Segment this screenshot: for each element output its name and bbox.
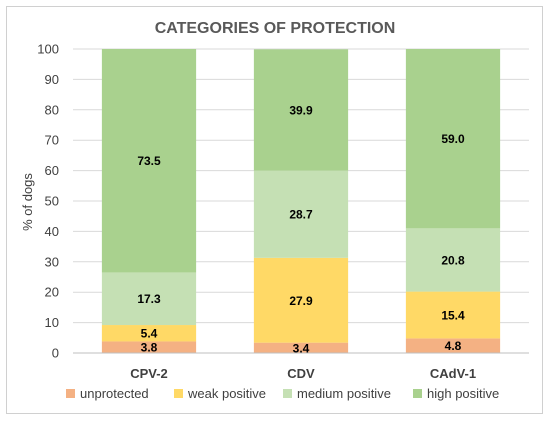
legend-swatch [283,389,292,398]
legend-swatch [66,389,75,398]
bar-segment [101,272,197,326]
bar-segment [405,338,501,353]
bars [101,49,501,353]
bar-segment [101,325,197,342]
data-label: 20.8 [441,253,465,267]
legend: unprotected weak positive medium positive h… [66,386,499,401]
legend-swatch [413,389,422,398]
bar-segment [405,49,501,229]
data-label: 59.0 [441,132,465,146]
y-tick-label: 0 [52,346,59,361]
legend-label: high positive [427,386,499,401]
y-tick-label: 80 [45,102,59,117]
bar-segment [253,170,349,258]
bar-segment [253,49,349,171]
category-label: CDV [287,366,315,381]
x-axis-categories: CPV-2 CDV CAdV-1 [130,366,476,381]
data-label: 17.3 [137,292,161,306]
bar-segment [101,341,197,353]
data-label: 3.4 [293,341,310,355]
data-label: 27.9 [289,294,313,308]
legend-swatch [174,389,183,398]
y-tick-label: 40 [45,224,59,239]
stacked-bar-chart: CATEGORIES OF PROTECTION 0 10 20 30 40 50 60 70… [20,20,529,401]
data-label: 5.4 [141,327,158,341]
chart-title: CATEGORIES OF PROTECTION [155,20,396,37]
y-tick-label: 100 [37,42,59,57]
legend-label: weak positive [187,386,266,401]
bar-segment [405,228,501,292]
y-tick-label: 50 [45,194,59,209]
y-axis-label: % of dogs [20,173,35,231]
y-tick-label: 70 [45,133,59,148]
bar-segment [405,291,501,339]
bar-segment [253,257,349,343]
chart-frame: CATEGORIES OF PROTECTION 0 10 20 30 40 50 60 70… [6,6,543,414]
legend-label: medium positive [297,386,391,401]
data-label: 39.9 [289,103,313,117]
data-label: 4.8 [445,339,462,353]
y-tick-label: 30 [45,254,59,269]
legend-label: unprotected [80,386,149,401]
data-label: 73.5 [137,154,161,168]
y-tick-label: 10 [45,315,59,330]
bar-segment [253,342,349,353]
y-axis-ticks: 0 10 20 30 40 50 60 70 80 90 100 [37,42,59,361]
data-label: 3.8 [141,341,158,355]
y-tick-label: 90 [45,72,59,87]
bar-segment [101,49,197,273]
category-label: CPV-2 [130,366,168,381]
data-labels: 3.85.4 17.3 73.5 3.4 27.9 28.7 39.9 4.8 15.4 20.8… [137,103,465,355]
category-label: CAdV-1 [430,366,476,381]
data-label: 15.4 [441,309,465,323]
y-tick-label: 20 [45,285,59,300]
y-tick-label: 60 [45,163,59,178]
data-label: 28.7 [289,208,313,222]
